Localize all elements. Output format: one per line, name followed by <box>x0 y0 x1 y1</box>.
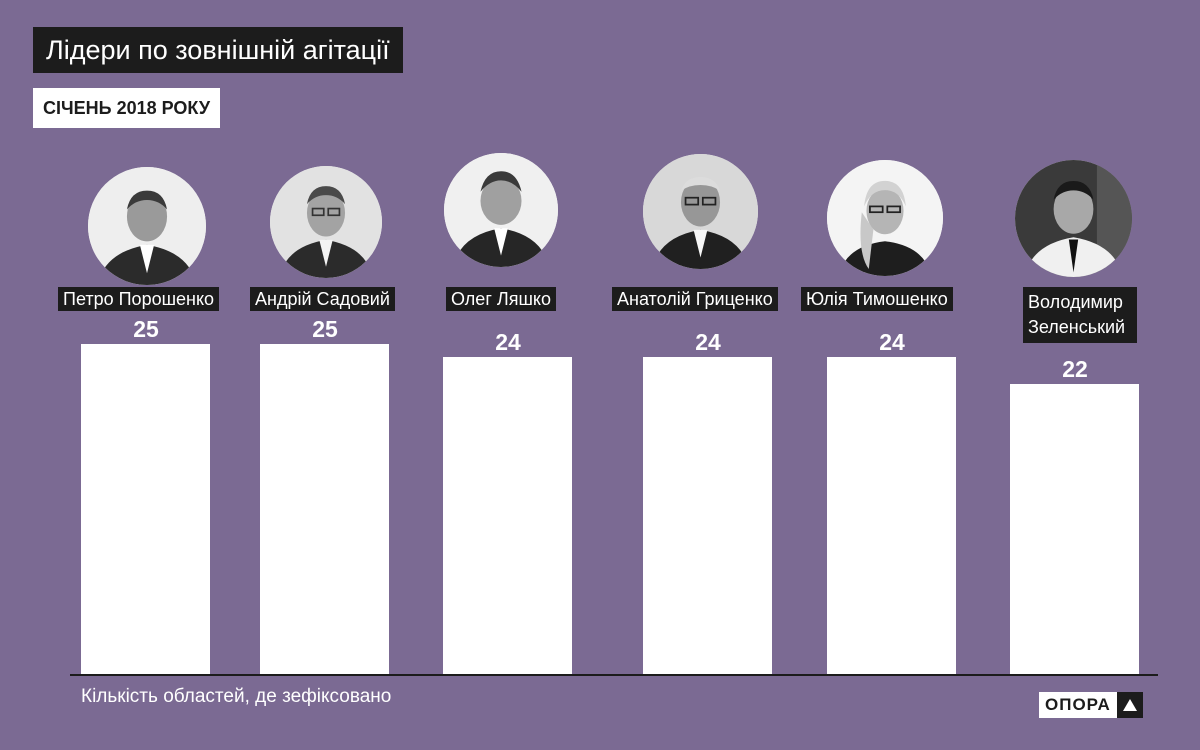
portrait-photo-icon <box>1015 160 1132 277</box>
candidate-name-2: Андрій Садовий <box>250 287 395 311</box>
footnote: Кількість областей, де зефіксовано <box>81 686 392 707</box>
bar-4 <box>643 357 772 674</box>
candidate-name-6: Володимир Зеленський <box>1023 287 1137 343</box>
bar-3 <box>443 357 572 674</box>
bar-1 <box>81 344 210 674</box>
candidate-photo-2 <box>270 166 382 278</box>
triangle-icon <box>1116 692 1143 718</box>
logo-wordmark: ОПОРА <box>1039 692 1117 718</box>
candidate-name-4: Анатолій Гриценко <box>612 287 778 311</box>
bar-2 <box>260 344 389 674</box>
portrait-photo-icon <box>88 167 206 285</box>
value-label-5: 24 <box>879 329 905 355</box>
candidate-name-1: Петро Порошенко <box>58 287 220 311</box>
value-label-3: 24 <box>495 329 521 355</box>
bar-5 <box>827 357 956 674</box>
candidate-photo-3 <box>444 153 558 267</box>
value-label-4: 24 <box>695 329 721 355</box>
candidate-name-6-line-2: Зеленський <box>1028 317 1126 337</box>
portrait-photo-icon <box>643 154 758 269</box>
candidate-name-3: Олег Ляшко <box>446 287 556 311</box>
chart-title: Лідери по зовнішній агітації <box>33 27 403 73</box>
value-label-6: 22 <box>1062 356 1088 382</box>
bar-6 <box>1010 384 1139 674</box>
opora-logo: ОПОРА <box>1039 692 1143 718</box>
candidate-photo-1 <box>88 167 206 285</box>
candidate-name-6-line-1: Володимир <box>1028 292 1123 312</box>
x-axis-baseline <box>70 674 1158 676</box>
portrait-photo-icon <box>270 166 382 278</box>
chart-subtitle: СІЧЕНЬ 2018 РОКУ <box>33 88 221 128</box>
candidate-photo-6 <box>1015 160 1132 277</box>
value-label-2: 25 <box>312 316 338 342</box>
candidate-photo-4 <box>643 154 758 269</box>
value-label-1: 25 <box>133 316 159 342</box>
portrait-photo-icon <box>827 160 943 276</box>
candidate-photo-5 <box>827 160 943 276</box>
portrait-photo-icon <box>444 153 558 267</box>
candidate-name-5: Юлія Тимошенко <box>801 287 953 311</box>
